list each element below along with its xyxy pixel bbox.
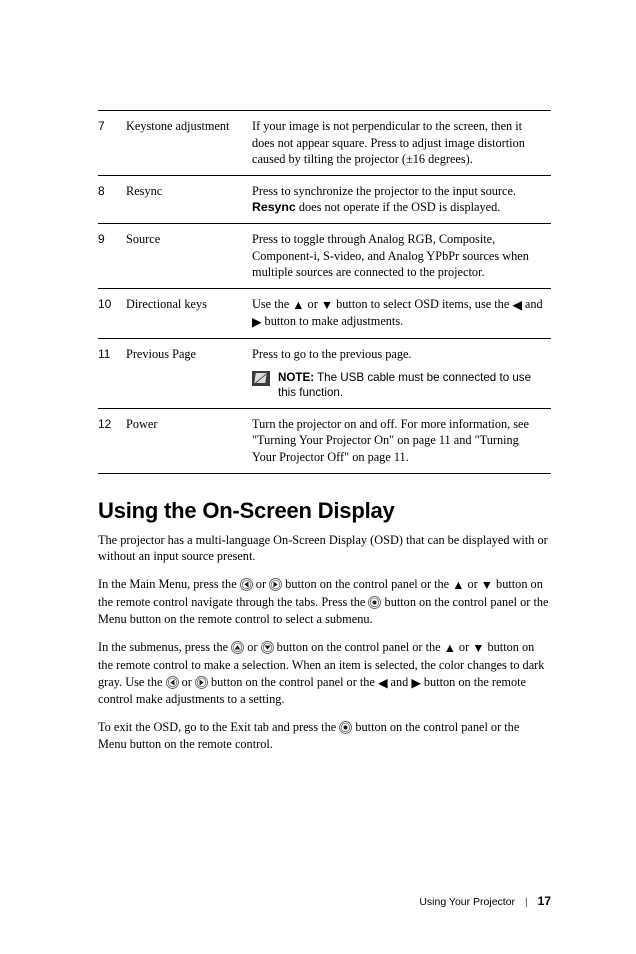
up-triangle-icon: ▲ xyxy=(292,297,304,314)
row-description: Use the ▲ or ▼ button to select OSD item… xyxy=(252,288,551,338)
control-up-icon xyxy=(231,641,244,654)
control-left-icon xyxy=(240,578,253,591)
row-label: Directional keys xyxy=(126,288,252,338)
note: NOTE: The USB cable must be connected to… xyxy=(252,370,545,401)
down-triangle-icon: ▼ xyxy=(481,577,493,594)
control-enter-icon xyxy=(339,721,352,734)
control-down-icon xyxy=(261,641,274,654)
row-number: 10 xyxy=(98,288,126,338)
footer-text: Using Your Projector xyxy=(419,896,515,908)
row-number: 12 xyxy=(98,408,126,473)
row-label: Resync xyxy=(126,175,252,223)
body-paragraph: In the submenus, press the or button on … xyxy=(98,639,551,708)
row-label: Keystone adjustment xyxy=(126,111,252,176)
row-label: Power xyxy=(126,408,252,473)
note-icon xyxy=(252,371,270,386)
left-triangle-icon: ◀ xyxy=(378,675,387,692)
up-triangle-icon: ▲ xyxy=(444,640,456,657)
body-paragraph: To exit the OSD, go to the Exit tab and … xyxy=(98,719,551,753)
row-description: If your image is not perpendicular to th… xyxy=(252,111,551,176)
row-description: Turn the projector on and off. For more … xyxy=(252,408,551,473)
page-number: 17 xyxy=(538,894,551,908)
right-triangle-icon: ▶ xyxy=(252,314,261,331)
row-description: Press to synchronize the projector to th… xyxy=(252,175,551,223)
table-row: 7Keystone adjustmentIf your image is not… xyxy=(98,111,551,176)
row-number: 8 xyxy=(98,175,126,223)
table-row: 8ResyncPress to synchronize the projecto… xyxy=(98,175,551,223)
table-row: 12PowerTurn the projector on and off. Fo… xyxy=(98,408,551,473)
left-triangle-icon: ◀ xyxy=(512,297,521,314)
control-left-icon xyxy=(166,676,179,689)
right-triangle-icon: ▶ xyxy=(411,675,420,692)
table-body: 7Keystone adjustmentIf your image is not… xyxy=(98,111,551,474)
control-right-icon xyxy=(269,578,282,591)
row-description: Press to toggle through Analog RGB, Comp… xyxy=(252,223,551,288)
body-paragraph: The projector has a multi-language On-Sc… xyxy=(98,532,551,566)
down-triangle-icon: ▼ xyxy=(472,640,484,657)
section-heading: Using the On-Screen Display xyxy=(98,498,551,524)
section-body: The projector has a multi-language On-Sc… xyxy=(98,532,551,753)
table-row: 11Previous PagePress to go to the previo… xyxy=(98,338,551,408)
row-number: 11 xyxy=(98,338,126,408)
body-paragraph: In the Main Menu, press the or button on… xyxy=(98,576,551,628)
control-right-icon xyxy=(195,676,208,689)
button-reference-table: 7Keystone adjustmentIf your image is not… xyxy=(98,110,551,474)
row-number: 9 xyxy=(98,223,126,288)
table-row: 9SourcePress to toggle through Analog RG… xyxy=(98,223,551,288)
page-footer: Using Your Projector | 17 xyxy=(419,894,551,908)
down-triangle-icon: ▼ xyxy=(321,297,333,314)
row-label: Previous Page xyxy=(126,338,252,408)
table-row: 10Directional keysUse the ▲ or ▼ button … xyxy=(98,288,551,338)
row-description: Press to go to the previous page.NOTE: T… xyxy=(252,338,551,408)
up-triangle-icon: ▲ xyxy=(452,577,464,594)
row-label: Source xyxy=(126,223,252,288)
note-text: NOTE: The USB cable must be connected to… xyxy=(278,370,545,401)
control-enter-icon xyxy=(368,596,381,609)
footer-separator: | xyxy=(525,896,528,908)
row-number: 7 xyxy=(98,111,126,176)
